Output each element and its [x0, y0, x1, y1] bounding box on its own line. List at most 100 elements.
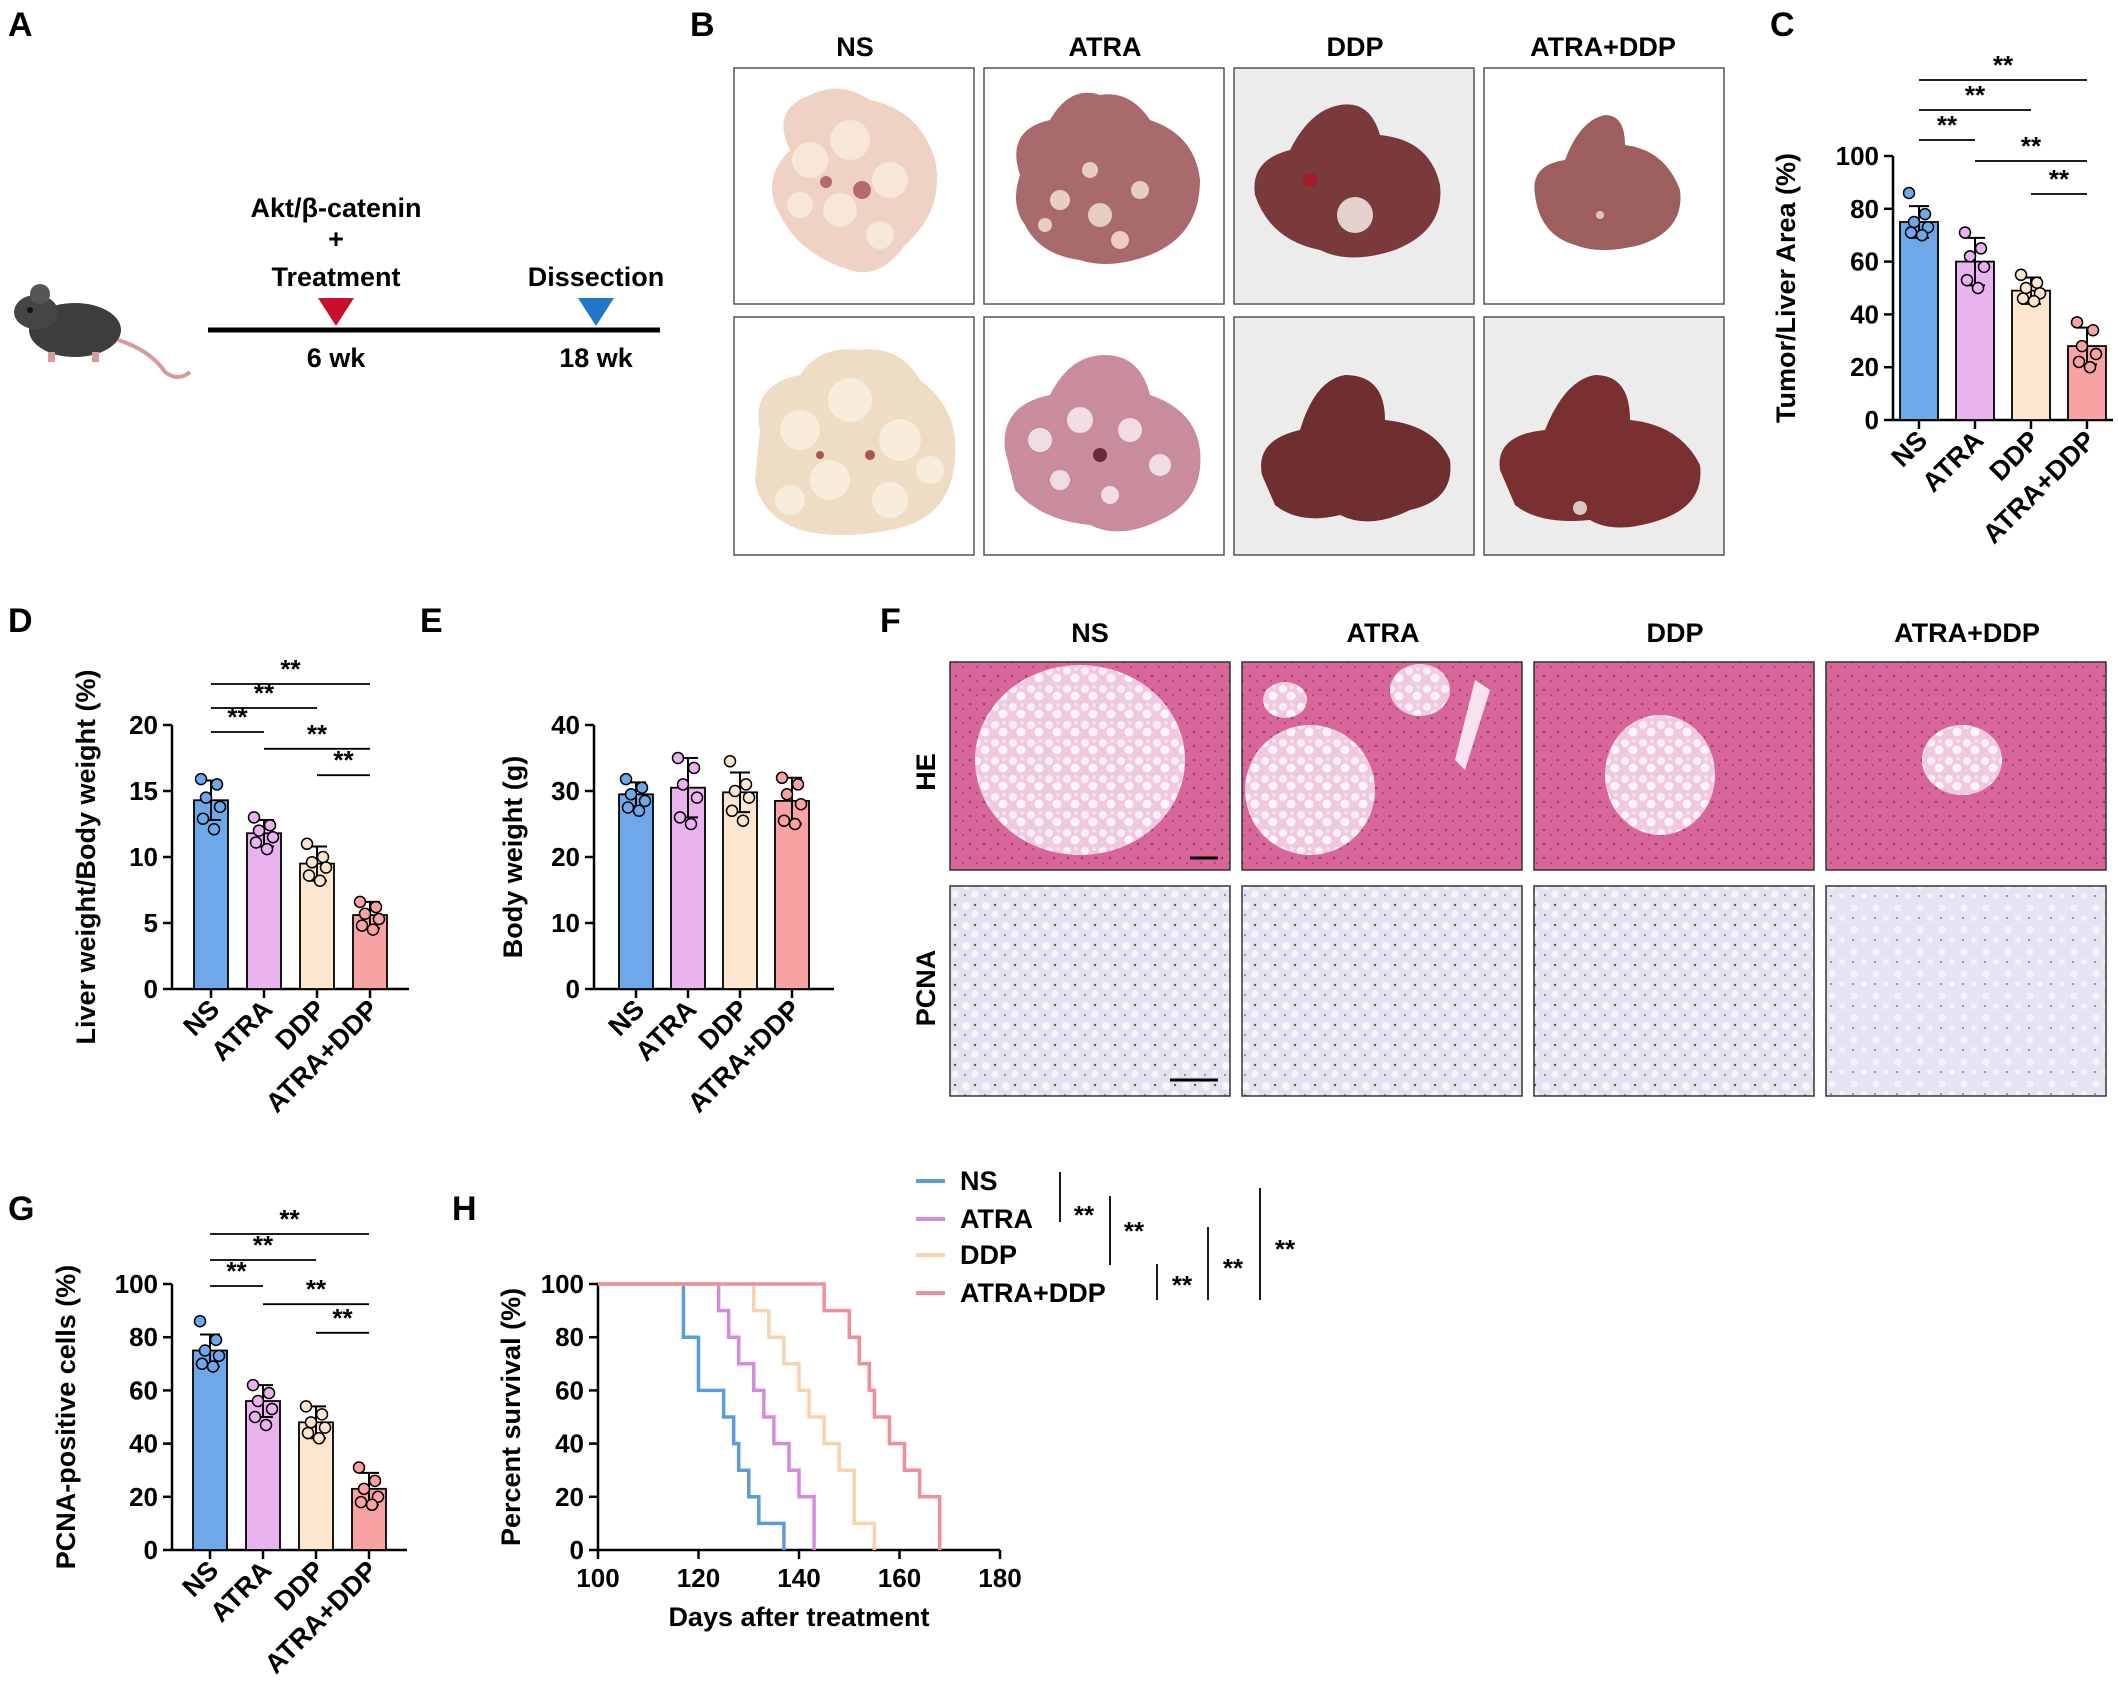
data-point	[353, 895, 367, 909]
y-tick-label: 0	[144, 1535, 158, 1565]
data-point	[304, 1416, 318, 1429]
panel-f-histology: NS ATRA DDP ATRA+DDP HE PCNA	[911, 618, 2107, 1097]
data-point	[1904, 226, 1918, 239]
y-axis-label: Percent survival (%)	[496, 1288, 526, 1546]
data-point	[210, 778, 224, 791]
significance-label: **	[226, 1256, 247, 1286]
significance-label: **	[254, 678, 275, 708]
panel-f-col-ddp: DDP	[1646, 618, 1703, 648]
bar	[2011, 289, 2051, 421]
data-point	[671, 751, 685, 765]
schematic-week-6: 6 wk	[307, 343, 367, 373]
data-point	[1915, 228, 1929, 242]
significance-label: **	[2021, 131, 2042, 161]
data-point	[305, 856, 319, 869]
data-point	[1907, 215, 1921, 229]
schematic-treatment-label: Treatment	[271, 262, 400, 292]
data-point	[2016, 292, 2030, 305]
data-point	[728, 784, 742, 798]
significance-label: **	[333, 745, 354, 775]
y-tick-label: 5	[144, 908, 158, 938]
y-tick-label: 80	[129, 1322, 158, 1352]
significance-label: **	[1074, 1200, 1095, 1230]
data-point	[676, 778, 690, 791]
x-tick-label: ATRA	[205, 994, 278, 1067]
pcna-image-ns	[949, 885, 1231, 1097]
x-tick-label: 100	[576, 1563, 619, 1593]
data-point	[301, 1426, 315, 1440]
panel-b-col-atra-ddp: ATRA+DDP	[1530, 32, 1676, 62]
data-point	[193, 1314, 207, 1328]
data-point	[687, 761, 701, 775]
data-point	[266, 830, 280, 844]
data-point	[794, 797, 808, 811]
data-point	[259, 1418, 273, 1432]
data-point	[2075, 339, 2089, 353]
data-point	[684, 817, 698, 831]
schematic-dissection-label: Dissection	[528, 262, 665, 292]
data-point	[1971, 281, 1985, 295]
panel-letters: A B C D E F G H	[8, 6, 1795, 1228]
significance-label: **	[307, 719, 328, 749]
y-tick-label: 10	[551, 908, 580, 938]
legend-label: DDP	[960, 1240, 1017, 1270]
panel-f-row-he: HE	[911, 753, 941, 791]
legend-label: ATRA+DDP	[960, 1278, 1106, 1308]
data-point	[315, 1408, 329, 1421]
data-point	[690, 791, 704, 804]
y-tick-label: 80	[1850, 194, 1879, 224]
data-point	[2089, 347, 2103, 361]
data-point	[1974, 242, 1988, 255]
x-tick-label: ATRA	[204, 1555, 277, 1628]
legend-label: NS	[960, 1166, 998, 1196]
panel-letter-f: F	[880, 602, 901, 640]
data-point	[209, 1333, 223, 1347]
y-tick-label: 20	[129, 1482, 158, 1512]
panel-b-col-atra: ATRA	[1069, 32, 1142, 62]
data-point	[319, 861, 333, 874]
data-point	[742, 791, 756, 804]
bar	[192, 1349, 228, 1551]
panel-letter-h: H	[452, 1190, 477, 1228]
significance-label: **	[227, 702, 248, 732]
data-point	[212, 1349, 226, 1363]
y-tick-label: 60	[1850, 247, 1879, 277]
mouse-icon	[14, 284, 192, 379]
significance-label: **	[1937, 110, 1958, 140]
pcna-image-atra-ddp	[1825, 885, 2107, 1097]
panel-letter-d: D	[8, 602, 33, 640]
data-point	[357, 1482, 371, 1496]
significance-label: **	[1965, 80, 1986, 110]
data-point	[619, 772, 633, 786]
pcna-image-ddp	[1533, 885, 1815, 1097]
data-point	[260, 842, 274, 856]
survival-line-atra	[598, 1282, 816, 1550]
data-point	[300, 837, 314, 851]
data-point	[777, 814, 791, 827]
y-tick-label: 40	[1850, 299, 1879, 329]
survival-line-atra-ddp	[598, 1282, 942, 1550]
y-tick-label: 20	[1850, 352, 1879, 382]
data-point	[621, 801, 635, 814]
panel-f-row-pcna: PCNA	[911, 950, 941, 1027]
data-point	[262, 1386, 276, 1400]
data-point	[739, 778, 753, 791]
data-point	[354, 1495, 368, 1509]
data-point	[313, 874, 327, 888]
data-point	[194, 772, 208, 786]
data-point	[263, 819, 277, 832]
panel-letter-c: C	[1770, 6, 1795, 44]
data-point	[2070, 316, 2084, 329]
data-point	[252, 824, 266, 837]
data-point	[638, 794, 652, 808]
y-tick-label: 20	[555, 1482, 584, 1512]
data-point	[2086, 323, 2100, 337]
x-tick-label: 120	[677, 1563, 720, 1593]
data-point	[775, 771, 789, 785]
survival-line-ns	[598, 1282, 786, 1550]
y-tick-label: 100	[541, 1269, 584, 1299]
data-point	[251, 1394, 265, 1408]
